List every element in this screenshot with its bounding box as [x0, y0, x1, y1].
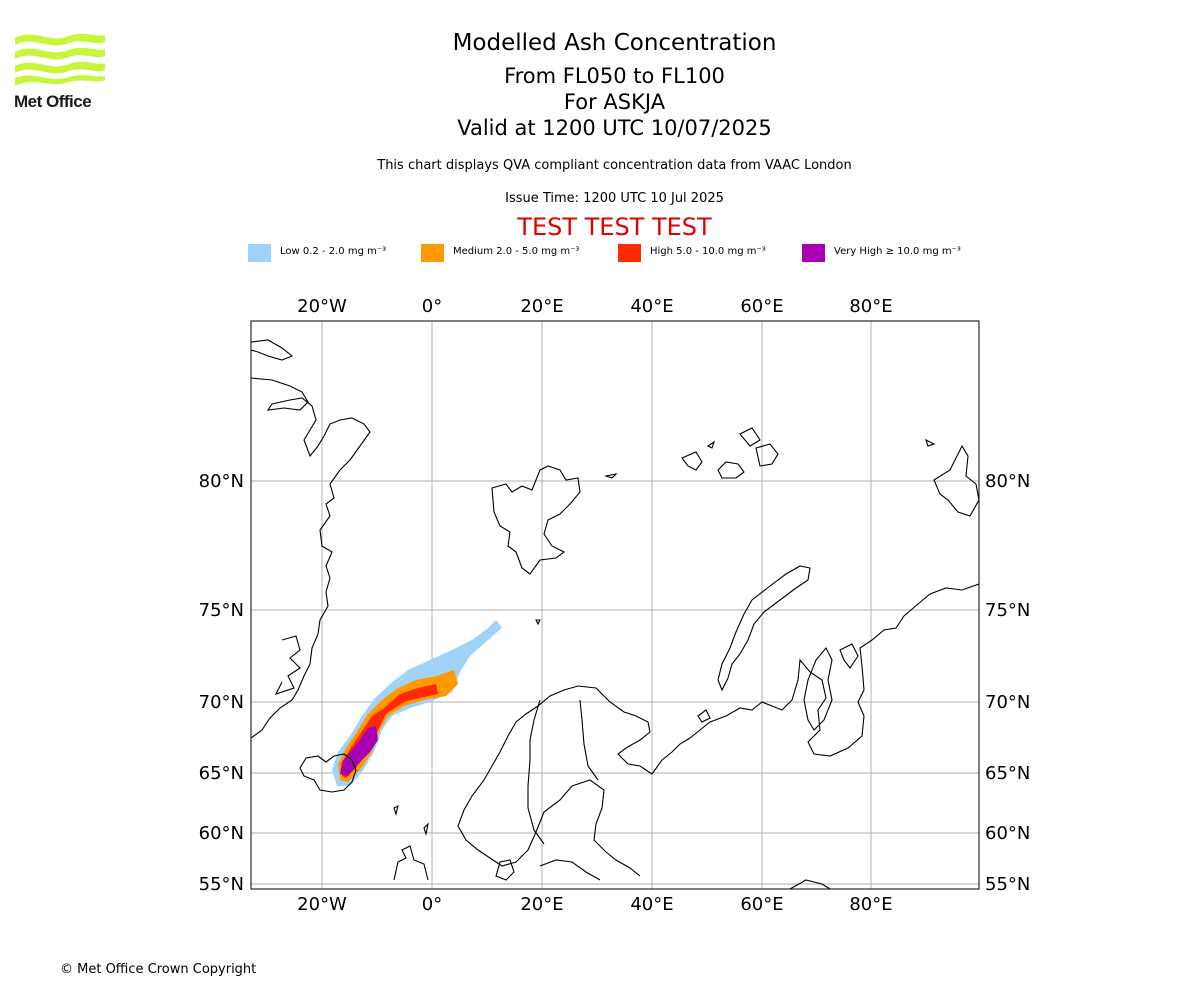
- lat-label-left: 65°N: [199, 763, 244, 784]
- lon-label-bottom: 20°E: [520, 894, 563, 915]
- lon-label-bottom: 40°E: [630, 894, 673, 915]
- flight-level-range: From FL050 to FL100: [504, 64, 725, 88]
- coast-faroe: [393, 804, 399, 816]
- coast-kolguyev: [697, 709, 711, 723]
- coast-greenland-fjords: [274, 635, 301, 695]
- lat-label-left: 55°N: [199, 874, 244, 895]
- map-frame: [250, 320, 980, 890]
- chart-title: Modelled Ash Concentration: [452, 30, 777, 56]
- lon-label-bottom: 60°E: [740, 894, 783, 915]
- coast-severnaya-zemlya: [925, 438, 979, 517]
- lon-label-bottom: 20°W: [297, 894, 347, 915]
- lat-label-left: 75°N: [199, 600, 244, 621]
- lat-label-right: 75°N: [985, 600, 1030, 621]
- coast-greenland: [251, 339, 371, 739]
- lat-label-right: 70°N: [985, 692, 1030, 713]
- issue-time: Issue Time: 1200 UTC 10 Jul 2025: [505, 191, 724, 206]
- valid-time: Valid at 1200 UTC 10/07/2025: [457, 116, 772, 140]
- legend-label-high: High 5.0 - 10.0 mg m⁻³: [650, 246, 766, 257]
- coast-franz-josef-land: [681, 427, 779, 479]
- legend-label-very-high: Very High ≥ 10.0 mg m⁻³: [834, 246, 961, 257]
- coast-russia-arctic: [651, 583, 979, 775]
- lat-labels-left: 80°N 75°N 70°N 65°N 60°N 55°N: [199, 471, 244, 895]
- coast-svalbard-isle: [603, 473, 618, 479]
- lon-label-top: 60°E: [740, 296, 783, 317]
- coast-iceland: [299, 753, 357, 793]
- lon-label-top: 20°E: [520, 296, 563, 317]
- lat-label-left: 60°N: [199, 823, 244, 844]
- lon-label-top: 80°E: [849, 296, 892, 317]
- lon-label-top: 20°W: [297, 296, 347, 317]
- lon-labels-bottom: 20°W 0° 20°E 40°E 60°E 80°E: [297, 894, 892, 915]
- lat-labels-right: 80°N 75°N 70°N 65°N 60°N 55°N: [985, 471, 1030, 895]
- legend-swatch-high: [618, 244, 641, 262]
- lat-label-right: 60°N: [985, 823, 1030, 844]
- lat-label-right: 80°N: [985, 471, 1030, 492]
- coast-denmark-baltic: [495, 859, 601, 881]
- lat-label-right: 55°N: [985, 874, 1030, 895]
- lon-label-bottom: 80°E: [849, 894, 892, 915]
- coast-yamal: [803, 643, 859, 731]
- lon-label-bottom: 0°: [422, 894, 442, 915]
- volcano-name: For ASKJA: [563, 90, 666, 114]
- legend-swatch-low: [248, 244, 271, 262]
- test-banner: TEST TEST TEST: [517, 213, 712, 241]
- lon-labels-top: 20°W 0° 20°E 40°E 60°E 80°E: [297, 296, 892, 317]
- legend-label-low: Low 0.2 - 2.0 mg m⁻³: [280, 246, 387, 257]
- coast-uk-north: [393, 845, 429, 881]
- coastlines: [251, 339, 979, 889]
- lon-label-top: 0°: [422, 296, 442, 317]
- legend-label-medium: Medium 2.0 - 5.0 mg m⁻³: [453, 246, 580, 257]
- coast-south-russia: [789, 879, 831, 889]
- coast-shetland: [423, 822, 429, 837]
- logo-text: Met Office: [14, 92, 92, 111]
- coast-svalbard: [491, 465, 581, 575]
- met-office-wave-icon: [15, 33, 105, 86]
- coast-bear-island: [535, 619, 541, 626]
- chart-description: This chart displays QVA compliant concen…: [377, 158, 852, 173]
- coast-scandinavia: [457, 685, 653, 877]
- legend-swatch-very-high: [802, 244, 825, 262]
- lon-label-top: 40°E: [630, 296, 673, 317]
- met-office-logo: Met Office: [14, 30, 109, 112]
- lat-label-left: 70°N: [199, 692, 244, 713]
- map-background: [251, 321, 979, 889]
- ash-plume-very-high: [340, 726, 378, 776]
- legend-swatch-medium: [421, 244, 444, 262]
- lat-label-right: 65°N: [985, 763, 1030, 784]
- lat-label-left: 80°N: [199, 471, 244, 492]
- copyright-notice: © Met Office Crown Copyright: [60, 962, 257, 977]
- coast-novaya-zemlya: [717, 565, 811, 692]
- coast-gulf-of-bothnia: [527, 699, 599, 845]
